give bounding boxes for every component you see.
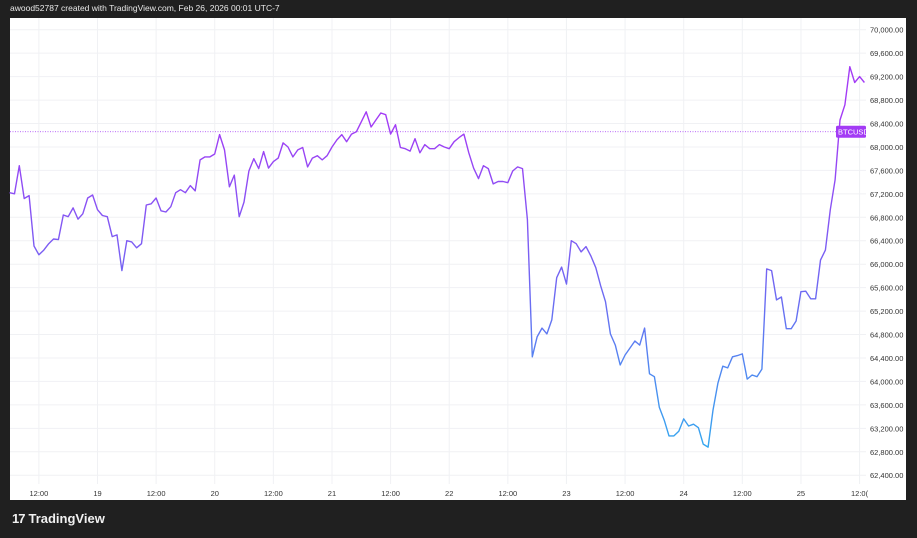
time-tick-label: 12:00 xyxy=(29,489,48,498)
time-axis[interactable]: 12:00 19 12:00 20 12:00 21 12:00 22 12:00 23 12:00… xyxy=(29,489,868,498)
price-tick-label: 70,000.00 xyxy=(870,26,903,35)
time-tick-label: 24 xyxy=(680,489,688,498)
time-tick-label: 25 xyxy=(797,489,805,498)
tradingview-logo[interactable]: 17 TradingView xyxy=(12,511,105,526)
time-tick-label: 21 xyxy=(328,489,336,498)
chart-caption: awood52787 created with TradingView.com,… xyxy=(10,3,280,13)
price-axis[interactable]: 62,400.00 62,800.00 63,200.00 63,600.00 64,0… xyxy=(870,26,903,480)
price-tick-label: 66,800.00 xyxy=(870,213,903,222)
price-tick-label: 66,400.00 xyxy=(870,237,903,246)
time-tick-label: 12:0( xyxy=(851,489,869,498)
time-tick-label: 12:00 xyxy=(733,489,752,498)
time-tick-label: 12:00 xyxy=(147,489,166,498)
price-tick-label: 65,200.00 xyxy=(870,307,903,316)
time-tick-label: 12:00 xyxy=(498,489,517,498)
price-tick-label: 67,600.00 xyxy=(870,166,903,175)
price-tick-label: 66,000.00 xyxy=(870,260,903,269)
price-tick-label: 63,200.00 xyxy=(870,424,903,433)
symbol-label-text: BTCUSD xyxy=(838,127,869,136)
symbol-label: BTCUSD xyxy=(836,125,869,138)
price-tick-label: 62,800.00 xyxy=(870,448,903,457)
price-tick-label: 64,000.00 xyxy=(870,377,903,386)
price-tick-label: 67,200.00 xyxy=(870,190,903,199)
time-tick-label: 12:00 xyxy=(381,489,400,498)
price-tick-label: 65,600.00 xyxy=(870,284,903,293)
btcusd-price-line xyxy=(9,65,865,448)
time-tick-label: 12:00 xyxy=(264,489,283,498)
price-tick-label: 68,000.00 xyxy=(870,143,903,152)
time-tick-label: 12:00 xyxy=(616,489,635,498)
brand-name: TradingView xyxy=(28,511,105,526)
price-tick-label: 62,400.00 xyxy=(870,471,903,480)
price-tick-label: 63,600.00 xyxy=(870,401,903,410)
time-tick-label: 19 xyxy=(93,489,101,498)
tradingview-logo-icon: 17 xyxy=(12,511,26,526)
price-tick-label: 64,800.00 xyxy=(870,331,903,340)
price-tick-label: 69,200.00 xyxy=(870,73,903,82)
price-tick-label: 69,600.00 xyxy=(870,49,903,58)
price-tick-label: 64,400.00 xyxy=(870,354,903,363)
price-tick-label: 68,800.00 xyxy=(870,96,903,105)
grid xyxy=(10,18,866,484)
time-tick-label: 20 xyxy=(211,489,219,498)
time-tick-label: 22 xyxy=(445,489,453,498)
price-tick-label: 68,400.00 xyxy=(870,120,903,129)
time-tick-label: 23 xyxy=(562,489,570,498)
chart-panel[interactable] xyxy=(10,18,906,500)
